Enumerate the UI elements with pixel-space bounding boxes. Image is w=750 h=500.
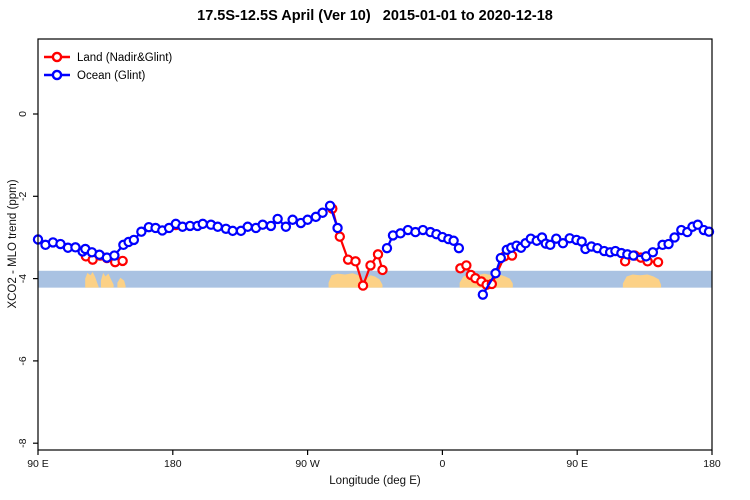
y-tick-label: -4 [17, 274, 29, 283]
ocean-data-point [128, 234, 140, 246]
y-tick-label: -8 [17, 438, 29, 447]
ocean-data-point [628, 250, 639, 261]
ocean-data-point [551, 233, 562, 244]
land-mask-patch [328, 273, 383, 288]
ocean-data-point [265, 220, 277, 232]
ocean-data-point [136, 226, 147, 237]
ocean-data-point [197, 218, 208, 230]
land-data-point [377, 264, 388, 276]
land-data-point [461, 260, 472, 271]
ocean-data-point [495, 252, 507, 264]
legend-marker [51, 51, 63, 63]
ocean-data-point [212, 221, 223, 232]
ocean-data-point [545, 239, 556, 251]
land-mask-patch [85, 272, 99, 288]
ocean-data-point [381, 242, 393, 254]
chart-title: 17.5S-12.5S April (Ver 10) 2015-01-01 to… [197, 8, 553, 24]
ocean-data-point [317, 207, 328, 218]
ocean-data-point [448, 235, 459, 246]
ocean-data-point [647, 247, 659, 258]
land-data-point [652, 256, 664, 268]
ocean-data-point [242, 221, 253, 232]
x-tick-label: 180 [703, 458, 721, 470]
land-data-point [372, 249, 384, 260]
x-tick-label: 0 [439, 458, 445, 470]
ocean-data-point [280, 221, 292, 232]
ocean-data-point [663, 238, 674, 250]
ocean-data-point [257, 219, 268, 230]
land-data-point [334, 231, 346, 242]
x-tick-label: 90 E [27, 458, 49, 470]
land-mask-patch [117, 277, 126, 288]
ocean-data-point [302, 214, 313, 225]
legend-label: Land (Nadir&Glint) [77, 52, 172, 64]
land-mask-patch [622, 274, 662, 288]
land-data-point [357, 280, 369, 291]
ocean-data-point [490, 268, 501, 279]
ocean-data-point [227, 225, 238, 237]
y-tick-label: 0 [17, 111, 29, 117]
ocean-data-point [453, 242, 465, 254]
plot-frame [37, 38, 713, 451]
ocean-data-point [669, 232, 680, 243]
x-tick-label: 90 W [295, 458, 320, 470]
ocean-data-point [477, 289, 489, 300]
y-tick-label: -6 [17, 356, 29, 365]
x-axis-label: Longitude (deg E) [329, 475, 421, 487]
ocean-data-point [324, 200, 336, 211]
ocean-data-point [557, 238, 569, 249]
ocean-data-point [703, 226, 715, 237]
land-data-point [365, 260, 376, 271]
land-data-point [350, 256, 361, 267]
y-tick-label: -2 [17, 191, 29, 200]
land-data-point [117, 255, 128, 267]
ocean-data-point [332, 222, 343, 234]
x-tick-label: 90 E [566, 458, 588, 470]
x-tick-label: 180 [164, 458, 182, 470]
ocean-data-point [287, 214, 298, 225]
legend-marker [51, 69, 63, 81]
ocean-data-point [272, 213, 283, 225]
land-mask-patch [100, 272, 114, 288]
legend-label: Ocean (Glint) [77, 70, 146, 82]
ocean-data-point [109, 250, 120, 261]
